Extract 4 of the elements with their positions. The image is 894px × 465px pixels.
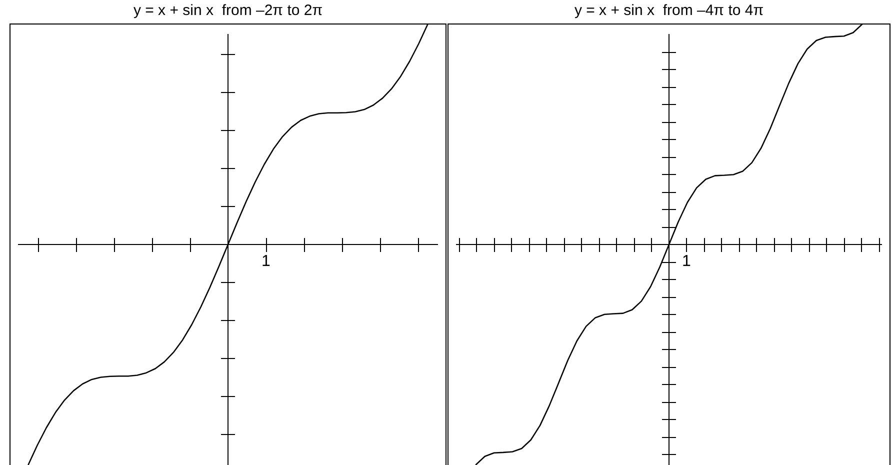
annotation: 1 (262, 252, 271, 270)
chart-title: y = x + sin x from –4π to 4π (574, 2, 764, 20)
chart-title: y = x + sin x from –2π to 2π (133, 2, 323, 20)
annotation: 1 (682, 252, 692, 270)
